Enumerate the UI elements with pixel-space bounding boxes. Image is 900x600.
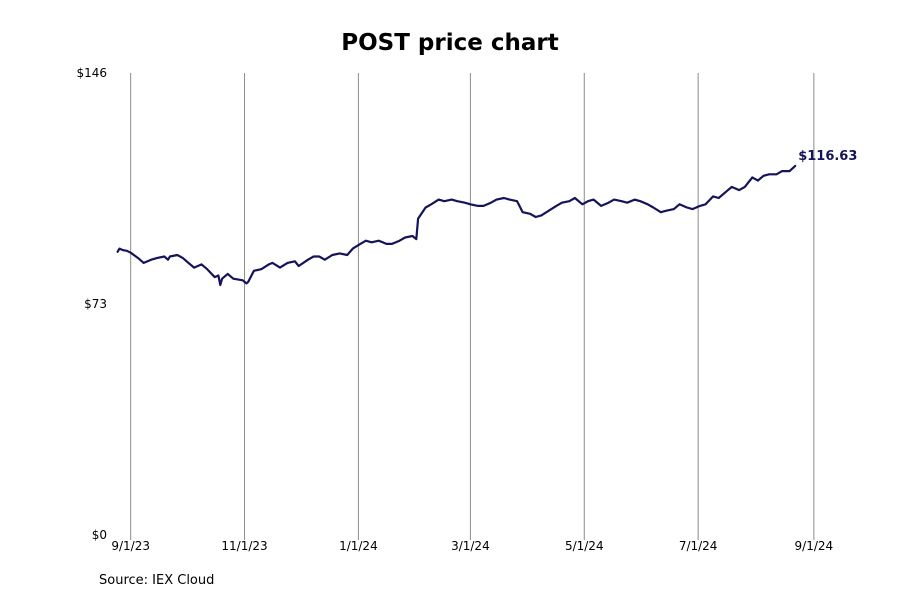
x-tick-label: 11/1/23 bbox=[221, 539, 267, 553]
x-tick-label: 9/1/24 bbox=[795, 539, 834, 553]
chart-title: POST price chart bbox=[341, 30, 559, 56]
x-tick-label: 7/1/24 bbox=[679, 539, 718, 553]
price-line bbox=[116, 164, 797, 287]
source-note: Source: IEX Cloud bbox=[99, 573, 215, 588]
x-tick-label: 9/1/23 bbox=[111, 539, 150, 553]
price-series bbox=[116, 164, 797, 287]
y-tick-label: $146 bbox=[76, 66, 107, 80]
x-tick-label: 1/1/24 bbox=[339, 539, 378, 553]
vertical-gridlines bbox=[130, 73, 815, 540]
last-value-annotation: $116.63 bbox=[798, 149, 857, 164]
x-tick-label: 3/1/24 bbox=[451, 539, 490, 553]
y-tick-label: $0 bbox=[92, 528, 107, 542]
y-axis-tick-labels: $0 $73 $146 bbox=[76, 66, 107, 542]
last-value-label: $116.63 bbox=[798, 149, 857, 164]
x-tick-label: 5/1/24 bbox=[565, 539, 604, 553]
x-axis-tick-labels: 9/1/23 11/1/23 1/1/24 3/1/24 5/1/24 7/1/24 9/1… bbox=[111, 539, 833, 553]
y-tick-label: $73 bbox=[84, 297, 107, 311]
